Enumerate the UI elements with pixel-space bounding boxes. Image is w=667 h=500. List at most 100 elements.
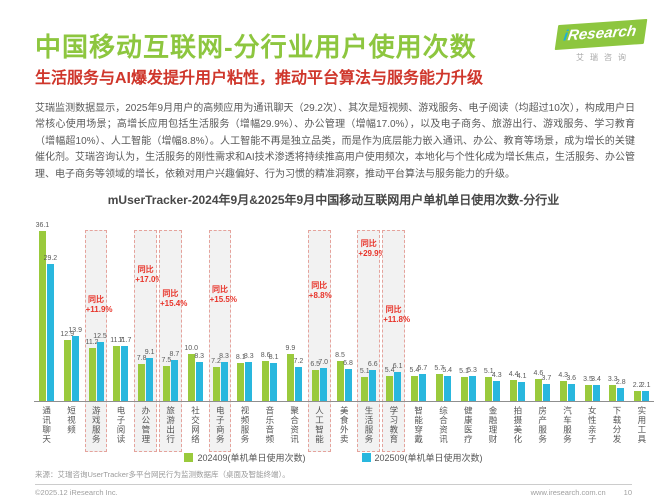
value-label: 8.1 <box>235 353 246 361</box>
bar-202509-综合资讯 <box>443 375 451 401</box>
x-axis-label-下载分发: 下载分发 <box>612 406 623 444</box>
bar-202509-学习教育 <box>394 372 402 401</box>
value-label: 4.3 <box>558 371 569 379</box>
x-axis-label-游戏服务: 游戏服务 <box>91 406 102 444</box>
x-axis-label-美食外卖: 美食外卖 <box>339 406 350 444</box>
yoy-label: 同比 +17.0% <box>135 265 163 285</box>
value-label: 3.3 <box>607 376 618 384</box>
value-label: 9.9 <box>285 345 296 353</box>
value-label: 6.6 <box>367 360 378 368</box>
value-label: 7.2 <box>293 358 304 366</box>
x-axis-label-聚合资讯: 聚合资讯 <box>289 406 300 444</box>
bar-202409-智能穿戴 <box>410 375 418 401</box>
value-label: 8.5 <box>335 351 345 359</box>
legend-swatch-icon <box>184 453 194 462</box>
page-number: 10 <box>623 488 632 497</box>
legend-label: 202509(单机单日使用次数) <box>374 453 483 463</box>
value-label: 36.1 <box>35 222 50 229</box>
bar-202509-旅游出行 <box>170 360 178 401</box>
value-label: 2.1 <box>640 382 651 390</box>
value-label: 9.1 <box>144 349 155 357</box>
x-axis-label-电子阅读: 电子阅读 <box>116 406 127 444</box>
x-axis-label-汽车服务: 汽车服务 <box>562 406 573 444</box>
value-label: 2.2 <box>632 381 643 389</box>
bar-202509-美食外卖 <box>344 368 352 401</box>
value-label: 4.6 <box>533 370 544 378</box>
x-axis-label-旅游出行: 旅游出行 <box>165 406 176 444</box>
value-label: 4.3 <box>491 371 502 379</box>
bar-202509-视频服务 <box>245 361 253 401</box>
x-axis-label-综合资讯: 综合资讯 <box>438 406 449 444</box>
value-label: 3.6 <box>566 375 577 383</box>
bar-202409-社交网络 <box>187 353 195 401</box>
value-label: 8.3 <box>194 352 205 360</box>
bar-202509-电子商务 <box>220 361 228 401</box>
bar-202409-游戏服务 <box>88 348 96 401</box>
bar-202409-拍摄美化 <box>510 380 518 401</box>
chart-plot-area: 36.1 29.2 12.9 13.9 11.2 12.5 11.7 11.7 7.8 9.1 7.… <box>34 222 654 402</box>
yoy-label: 同比 +29.9% <box>358 239 386 259</box>
iresearch-logo: iResearch 艾瑞咨询 <box>551 18 651 63</box>
bar-202409-学习教育 <box>386 375 394 401</box>
value-label: 11.2 <box>85 339 99 347</box>
value-label: 7.5 <box>161 356 172 364</box>
value-label: 5.1 <box>359 367 370 375</box>
bar-202509-健康医疗 <box>468 376 476 401</box>
value-label: 12.5 <box>93 333 107 341</box>
bar-202509-人工智能 <box>319 368 327 401</box>
logo-brand-text: Research <box>566 22 638 45</box>
bar-202509-下载分发 <box>617 387 625 401</box>
value-label: 13.9 <box>68 326 82 334</box>
bar-202509-智能穿戴 <box>418 374 426 401</box>
bar-202409-生活服务 <box>361 376 369 401</box>
bar-202409-健康医疗 <box>460 376 468 401</box>
website-url: www.iresearch.com.cn <box>530 488 606 497</box>
copyright-text: ©2025.12 iResearch Inc. <box>35 488 118 497</box>
x-axis-label-电子商务: 电子商务 <box>215 406 226 444</box>
bar-202409-实用工具 <box>634 390 642 401</box>
value-label: 5.1 <box>483 367 494 375</box>
value-label: 5.4 <box>409 366 420 374</box>
bar-202509-游戏服务 <box>96 342 104 401</box>
value-label: 8.1 <box>268 353 279 361</box>
bar-202509-音乐音频 <box>270 362 278 401</box>
value-label: 6.5 <box>310 361 321 369</box>
bar-202409-美食外卖 <box>336 360 344 401</box>
value-label: 8.3 <box>219 352 229 360</box>
bar-202409-旅游出行 <box>162 365 170 401</box>
bar-202409-金融理财 <box>485 376 493 401</box>
yoy-label: 同比 +15.5% <box>209 285 237 305</box>
x-axis-label-拍摄美化: 拍摄美化 <box>512 406 523 444</box>
legend-label: 202409(单机单日使用次数) <box>197 453 306 463</box>
bar-202509-社交网络 <box>195 361 203 401</box>
page-subtitle: 生活服务与AI爆发提升用户粘性，推动平台算法与服务能力升级 <box>35 70 484 87</box>
value-label: 5.7 <box>417 365 428 373</box>
bar-202509-电子阅读 <box>121 345 129 401</box>
page-title: 中国移动互联网-分行业用户使用次数 <box>35 32 477 62</box>
value-label: 5.3 <box>467 367 477 375</box>
bar-202509-通讯聊天 <box>46 263 54 401</box>
value-label: 5.4 <box>384 366 395 374</box>
chart-legend: 202409(单机单日使用次数) 202509(单机单日使用次数) <box>0 451 667 464</box>
bar-202409-人工智能 <box>311 370 319 401</box>
value-label: 11.7 <box>110 336 124 344</box>
bar-chart: 同比 +11.9% 同比 +17.0% 同比 +15.4% 同比 +15.5% 同比 +… <box>34 222 654 452</box>
bar-202409-女性亲子 <box>584 384 592 401</box>
x-axis-label-女性亲子: 女性亲子 <box>587 406 598 444</box>
x-axis-label-短视频: 短视频 <box>66 406 77 435</box>
legend-swatch-icon <box>361 453 371 462</box>
value-label: 2.8 <box>615 378 626 386</box>
x-axis-label-办公管理: 办公管理 <box>140 406 151 444</box>
value-label: 8.6 <box>260 351 271 359</box>
x-axis-label-房产服务: 房产服务 <box>537 406 548 444</box>
bar-202409-电子阅读 <box>113 345 121 401</box>
bar-202509-金融理财 <box>493 380 501 401</box>
bar-202409-汽车服务 <box>559 380 567 401</box>
x-axis-label-人工智能: 人工智能 <box>314 406 325 444</box>
bar-202409-综合资讯 <box>435 374 443 401</box>
x-axis-label-生活服务: 生活服务 <box>364 406 375 444</box>
bar-202409-办公管理 <box>138 364 146 401</box>
x-axis-label-音乐音频: 音乐音频 <box>264 406 275 444</box>
value-label: 4.1 <box>516 372 527 380</box>
value-label: 7.8 <box>136 355 147 363</box>
